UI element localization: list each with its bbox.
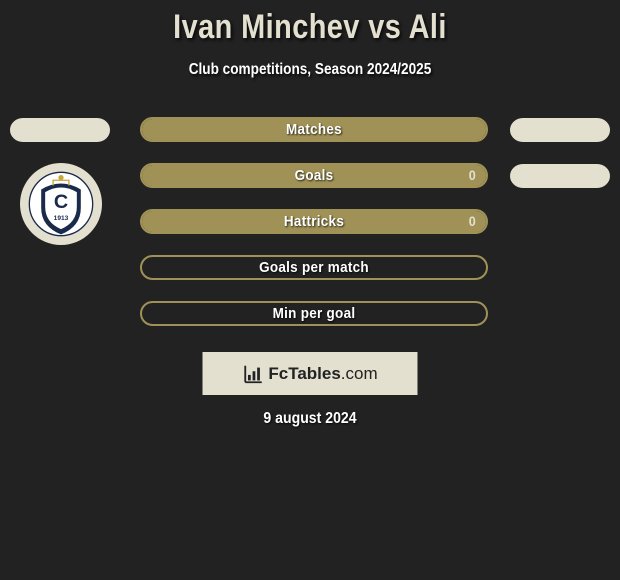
logo-text: FcTables.com — [268, 364, 377, 384]
logo-text-light: .com — [341, 364, 378, 383]
svg-text:1913: 1913 — [54, 215, 69, 222]
fctables-logo[interactable]: FcTables.com — [203, 352, 418, 395]
stat-row-mpg: Min per goal — [0, 301, 620, 326]
right-player-pill — [510, 118, 610, 142]
stat-label: Min per goal — [157, 301, 470, 326]
club-crest-icon: C 1913 — [28, 171, 94, 237]
stat-value-right: 0 — [469, 165, 482, 186]
left-player-pill — [10, 118, 110, 142]
slavia-club-badge: C 1913 — [20, 163, 102, 245]
stat-label: Goals — [157, 163, 470, 188]
comparison-card: Ivan Minchev vs Ali Club competitions, S… — [0, 0, 620, 580]
svg-text:C: C — [54, 191, 68, 213]
stat-row-gpm: Goals per match — [0, 255, 620, 280]
page-subtitle: Club competitions, Season 2024/2025 — [47, 61, 574, 79]
stats-area: Matches 0 Goals 0 Hattricks G — [0, 117, 620, 326]
bar-chart-icon — [242, 363, 264, 385]
logo-text-bold: FcTables — [268, 364, 340, 383]
stat-label: Goals per match — [157, 255, 470, 280]
right-player-pill — [510, 164, 610, 188]
footer-date: 9 august 2024 — [37, 410, 583, 428]
stat-label: Hattricks — [157, 209, 470, 234]
stat-label: Matches — [157, 117, 470, 142]
stat-value-right: 0 — [469, 211, 482, 232]
stat-row-matches: Matches — [0, 117, 620, 142]
page-title: Ivan Minchev vs Ali — [47, 0, 574, 47]
